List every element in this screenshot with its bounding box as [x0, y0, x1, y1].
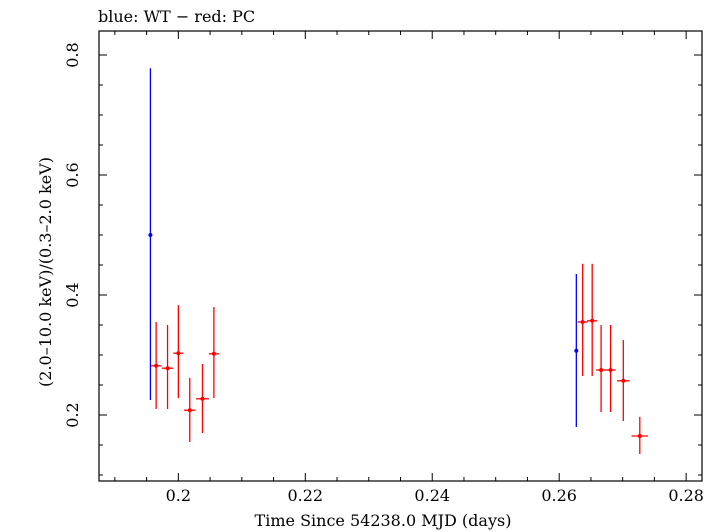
- data-point: [595, 325, 607, 412]
- data-point: [605, 325, 616, 412]
- point-marker: [176, 351, 181, 356]
- point-marker: [599, 368, 604, 372]
- point-marker: [154, 363, 159, 368]
- data-points: [148, 68, 649, 454]
- y-axis-tick-labels: 0.2 0.4 0.6 0.8: [63, 42, 82, 427]
- point-marker: [590, 318, 595, 323]
- y-tick-label: 0.8: [63, 42, 82, 67]
- x-tick-label: 0.2: [166, 486, 191, 505]
- y-axis-ticks: [99, 54, 702, 476]
- point-marker: [621, 378, 626, 383]
- data-point: [631, 416, 649, 454]
- data-point: [208, 307, 219, 399]
- x-axis-ticks: [114, 31, 687, 481]
- x-axis-label: Time Since 54238.0 MJD (days): [255, 511, 512, 530]
- point-marker: [574, 348, 579, 353]
- data-point: [184, 377, 196, 442]
- x-tick-label: 0.28: [668, 486, 704, 505]
- data-point: [151, 322, 162, 409]
- data-point: [161, 325, 174, 409]
- data-point: [587, 263, 598, 376]
- data-point: [577, 263, 588, 376]
- point-marker: [211, 351, 216, 356]
- data-point: [148, 68, 153, 400]
- data-point: [173, 305, 184, 399]
- y-tick-label: 0.2: [63, 402, 82, 427]
- x-tick-label: 0.26: [541, 486, 577, 505]
- y-tick-label: 0.6: [63, 162, 82, 187]
- data-point: [574, 274, 579, 427]
- point-marker: [580, 320, 585, 324]
- series-red: [151, 263, 649, 454]
- data-point: [616, 340, 630, 421]
- series-blue: [148, 68, 579, 427]
- y-axis-label: (2.0–10.0 keV)/(0.3–2.0 keV): [36, 157, 55, 387]
- point-marker: [148, 233, 153, 237]
- point-marker: [608, 368, 613, 372]
- y-tick-label: 0.4: [63, 282, 82, 307]
- x-tick-label: 0.24: [414, 486, 450, 505]
- x-axis-tick-labels: 0.2 0.22 0.24 0.26 0.28: [166, 486, 704, 505]
- point-marker: [200, 396, 205, 401]
- point-marker: [637, 434, 642, 438]
- point-marker: [165, 366, 170, 371]
- point-marker: [187, 408, 192, 413]
- chart-title: blue: WT − red: PC: [98, 7, 255, 26]
- x-tick-label: 0.22: [287, 486, 323, 505]
- data-point: [196, 364, 209, 433]
